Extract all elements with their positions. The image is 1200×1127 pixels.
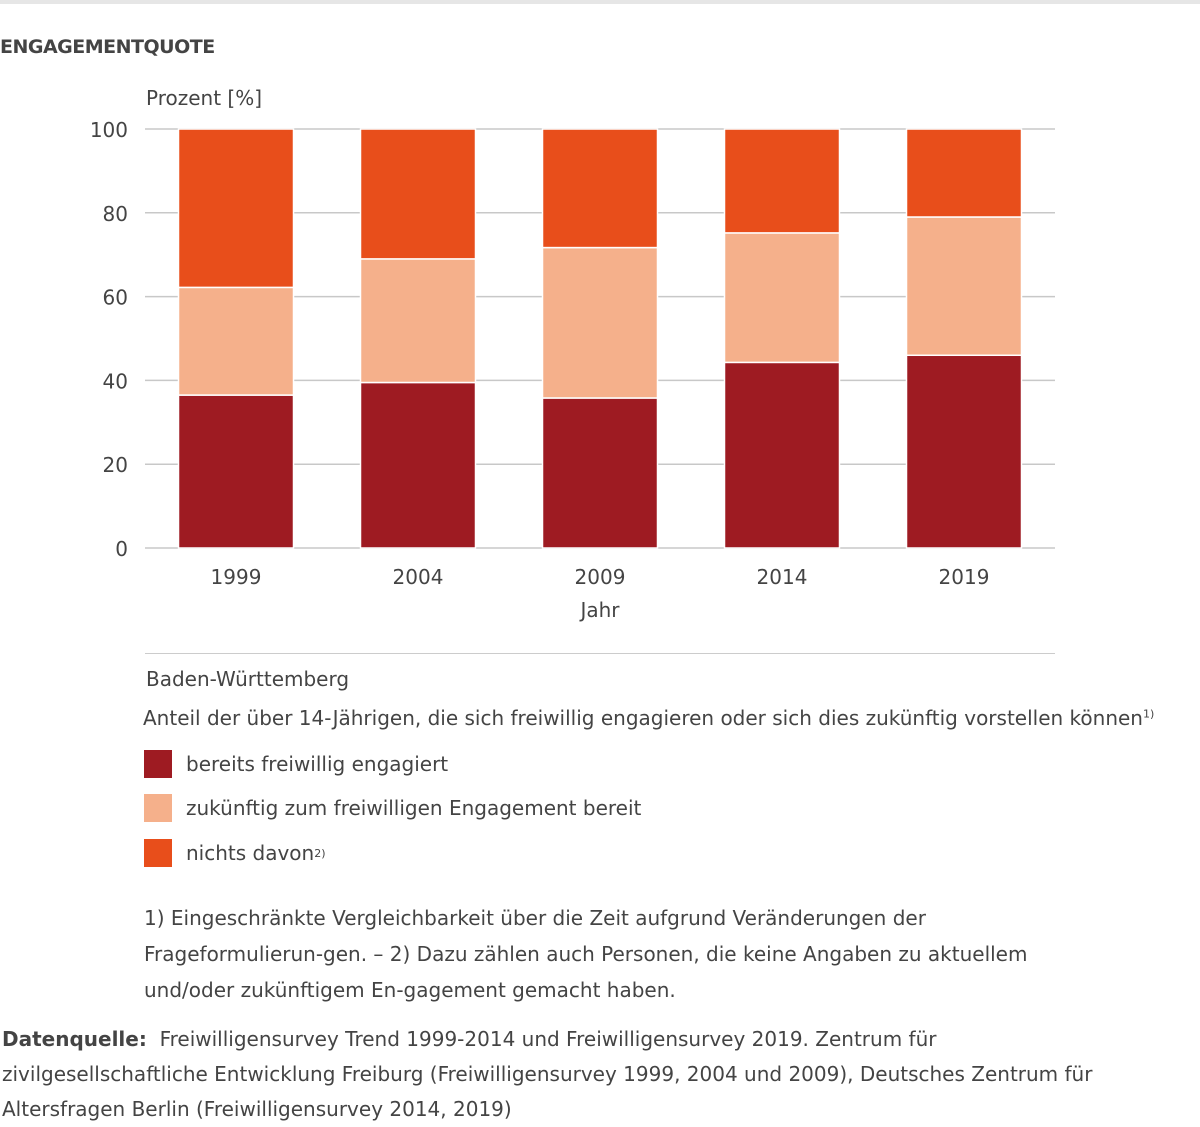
bar-segment bbox=[177, 286, 295, 396]
source-text: Freiwilligensurvey Trend 1999-2014 und F… bbox=[2, 1027, 1093, 1121]
top-border bbox=[0, 0, 1200, 4]
legend-footnote-mark: 2) bbox=[314, 846, 326, 860]
y-tick-label: 40 bbox=[103, 369, 128, 393]
x-tick-label: 1999 bbox=[211, 565, 262, 589]
bar-segment bbox=[359, 128, 477, 260]
chart-subtitle: Anteil der über 14-Jährigen, die sich fr… bbox=[143, 706, 1154, 730]
y-tick-label: 20 bbox=[103, 453, 128, 477]
x-tick-label: 2004 bbox=[393, 565, 444, 589]
chart-title: ENGAGEMENTQUOTE bbox=[0, 36, 215, 58]
x-tick-label: 2019 bbox=[939, 565, 990, 589]
footnotes: 1) Eingeschränkte Vergleichbarkeit über … bbox=[144, 906, 1028, 1002]
legend-label: nichts davon bbox=[186, 841, 315, 865]
bar-segment bbox=[177, 128, 295, 289]
legend-label: bereits freiwillig engagiert bbox=[186, 752, 449, 776]
source-label: Datenquelle: bbox=[2, 1027, 147, 1051]
legend-item: nichts davon 2) bbox=[144, 838, 326, 868]
y-tick-label: 60 bbox=[103, 286, 128, 310]
bar-segment bbox=[905, 128, 1023, 218]
y-axis-label: Prozent [%] bbox=[146, 86, 263, 110]
bar-segment bbox=[177, 394, 295, 549]
x-axis-label: Jahr bbox=[578, 598, 620, 622]
bar-segment bbox=[541, 397, 659, 549]
bar-segment bbox=[359, 381, 477, 549]
y-tick-label: 100 bbox=[90, 118, 128, 142]
legend-swatch bbox=[144, 839, 172, 867]
y-tick-label: 80 bbox=[103, 202, 128, 226]
region-label: Baden-Württemberg bbox=[146, 667, 350, 691]
subtitle-footnote-mark: 1) bbox=[1142, 707, 1155, 721]
bar-segment bbox=[541, 128, 659, 249]
bar-segment bbox=[541, 246, 659, 399]
legend-swatch bbox=[144, 794, 172, 822]
bar-segment bbox=[359, 258, 477, 384]
divider bbox=[145, 653, 1055, 654]
bar-segment bbox=[905, 216, 1023, 357]
legend-item: zukünftig zum freiwilligen Engagement be… bbox=[144, 793, 641, 823]
data-source: Datenquelle: Freiwilligensurvey Trend 19… bbox=[2, 1022, 1102, 1127]
bar-segment bbox=[723, 128, 841, 234]
x-tick-label: 2009 bbox=[575, 565, 626, 589]
subtitle-text: Anteil der über 14-Jährigen, die sich fr… bbox=[143, 706, 1143, 730]
bar-segment bbox=[723, 232, 841, 364]
bar-segment bbox=[905, 354, 1023, 549]
x-tick-label: 2014 bbox=[757, 565, 808, 589]
legend-label: zukünftig zum freiwilligen Engagement be… bbox=[186, 796, 642, 820]
bar-segment bbox=[723, 361, 841, 549]
stacked-bar-chart: 0 20 40 60 80 100 1999 2004 2009 2014 2019 Jahr bbox=[90, 118, 1055, 622]
legend-swatch bbox=[144, 750, 172, 778]
y-tick-label: 0 bbox=[115, 537, 128, 561]
legend-item: bereits freiwillig engagiert bbox=[144, 749, 448, 779]
